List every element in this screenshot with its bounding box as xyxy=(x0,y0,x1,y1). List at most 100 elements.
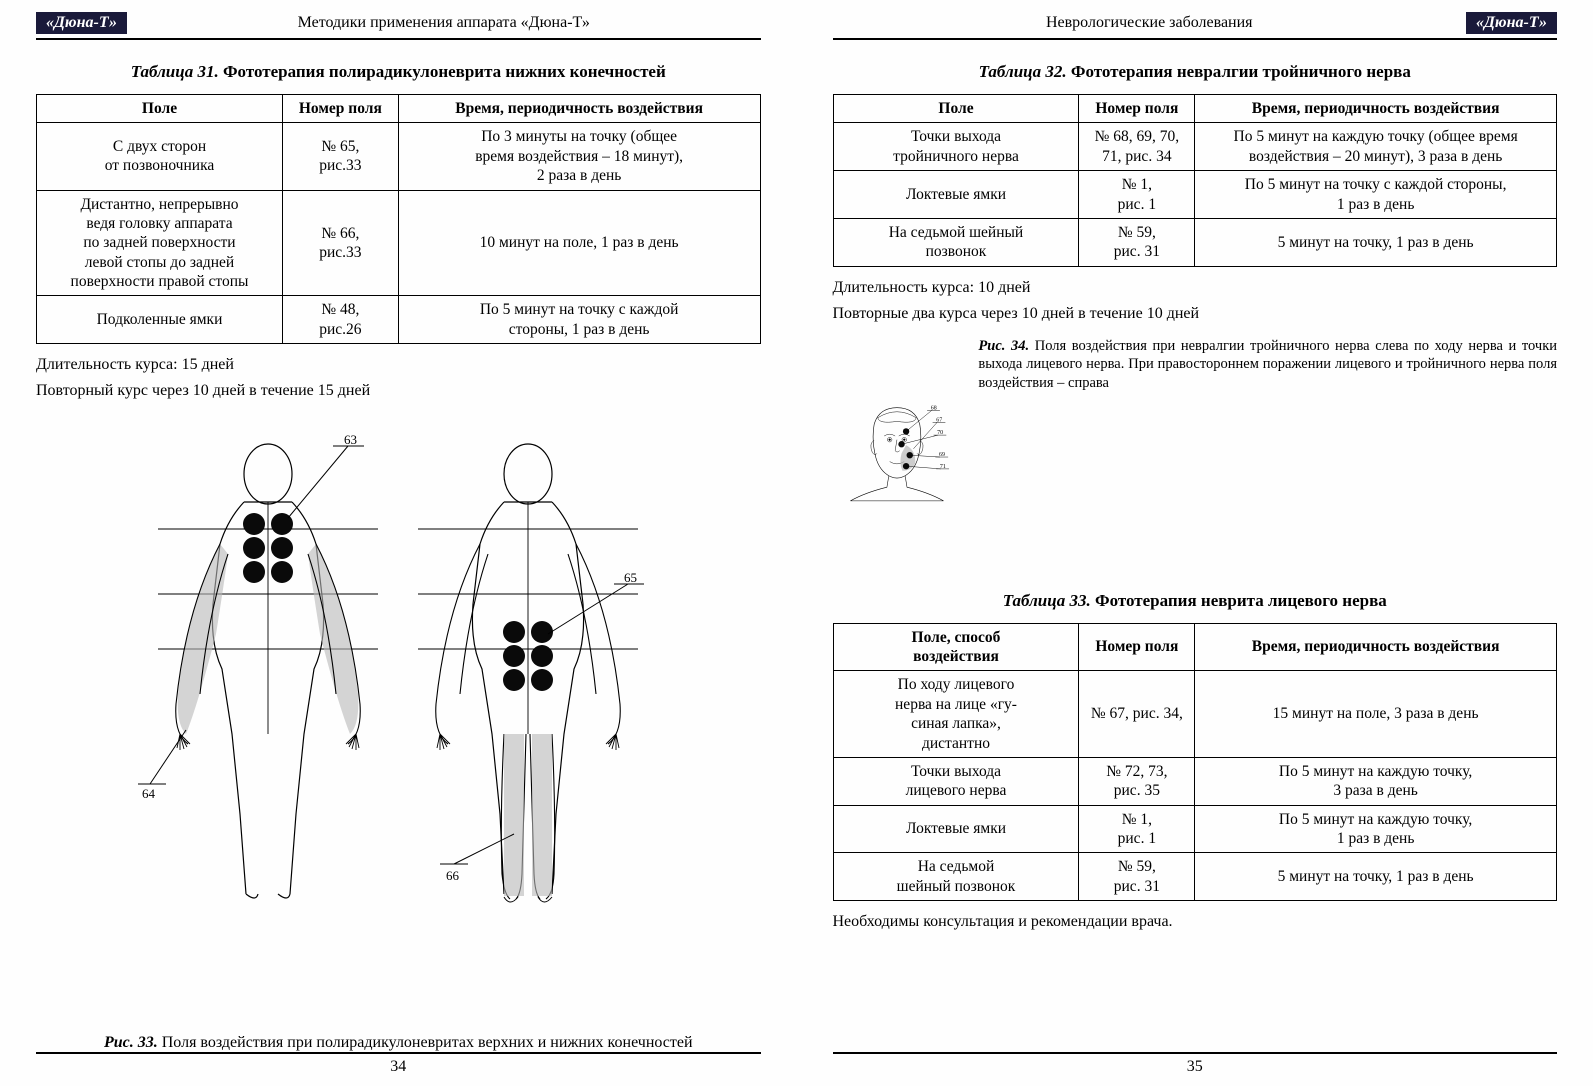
header-text-left: Методики применения аппарата «Дюна-Т» xyxy=(127,14,761,32)
cell: 5 минут на точку, 1 раз в день xyxy=(1195,218,1557,266)
page-footer-left: 34 xyxy=(36,1052,761,1076)
figure34-row: 68 67 70 69 71 Рис. 34. Поля воздействия… xyxy=(833,337,1558,567)
table-row: Поле Номер поля Время, периодичность воз… xyxy=(37,95,761,123)
th-field: Поле xyxy=(37,95,283,123)
table33: Поле, способвоздействия Номер поля Время… xyxy=(833,623,1558,902)
callout-63: 63 xyxy=(344,432,357,447)
note32-duration: Длительность курса: 10 дней xyxy=(833,279,1558,297)
th-num: Номер поля xyxy=(1079,623,1195,671)
cell: По ходу лицевогонерва на лице «гу-синая … xyxy=(833,671,1079,758)
th-num: Номер поля xyxy=(1079,95,1195,123)
callout-68: 68 xyxy=(930,405,936,411)
table33-title: Таблица 33. Фототерапия неврита лицевого… xyxy=(833,591,1558,611)
page-footer-right: 35 xyxy=(833,1052,1558,1076)
brand-tag: «Дюна-Т» xyxy=(1466,12,1557,34)
cell: 5 минут на точку, 1 раз в день xyxy=(1195,853,1557,901)
cell: С двух сторонот позвоночника xyxy=(37,123,283,190)
table31-body: С двух сторонот позвоночника № 65,рис.33… xyxy=(37,123,761,344)
callout-67: 67 xyxy=(936,417,942,423)
cell: № 1,рис. 1 xyxy=(1079,805,1195,853)
cell: № 1,рис. 1 xyxy=(1079,171,1195,219)
callout-65: 65 xyxy=(624,570,637,585)
th-field: Поле, способвоздействия xyxy=(833,623,1079,671)
th-num: Номер поля xyxy=(282,95,398,123)
table-row: Подколенные ямки № 48,рис.26 По 5 минут … xyxy=(37,296,761,344)
cell: № 72, 73,рис. 35 xyxy=(1079,757,1195,805)
cell: По 5 минут на точку с каждойстороны, 1 р… xyxy=(398,296,760,344)
table-row: Поле, способвоздействия Номер поля Время… xyxy=(833,623,1557,671)
figure34-svg: 68 67 70 69 71 xyxy=(833,337,961,567)
table-row: С двух сторонот позвоночника № 65,рис.33… xyxy=(37,123,761,190)
note33-footnote: Необходимы консультация и рекомендации в… xyxy=(833,913,1558,931)
table-row: На седьмой шейныйпозвонок № 59,рис. 31 5… xyxy=(833,218,1557,266)
cell: На седьмойшейный позвонок xyxy=(833,853,1079,901)
cell: № 67, рис. 34, xyxy=(1079,671,1195,758)
callout-64: 64 xyxy=(142,786,156,801)
cell: Подколенные ямки xyxy=(37,296,283,344)
table33-number: Таблица 33. xyxy=(1003,591,1091,610)
table-row: На седьмойшейный позвонок № 59,рис. 31 5… xyxy=(833,853,1557,901)
table-row: Поле Номер поля Время, периодичность воз… xyxy=(833,95,1557,123)
cell: Дистантно, непрерывноведя головку аппара… xyxy=(37,190,283,296)
fig34-caption: Рис. 34. Поля воздействия при невралгии … xyxy=(978,337,1557,394)
th-time: Время, периодичность воздействия xyxy=(398,95,760,123)
fig33-caption: Рис. 33. Поля воздействия при полирадику… xyxy=(36,1034,761,1052)
callout-66: 66 xyxy=(446,868,460,883)
table-row: Точки выходатройничного нерва № 68, 69, … xyxy=(833,123,1557,171)
table31: Поле Номер поля Время, периодичность воз… xyxy=(36,94,761,344)
fig33-text: Поля воздействия при полирадикулоневрита… xyxy=(162,1034,693,1051)
note-repeat: Повторный курс через 10 дней в течение 1… xyxy=(36,382,761,400)
callout-70: 70 xyxy=(937,430,943,436)
table33-body: По ходу лицевогонерва на лице «гу-синая … xyxy=(833,671,1557,901)
table32-title: Таблица 32. Фототерапия невралгии тройни… xyxy=(833,62,1558,82)
table32-body: Точки выходатройничного нерва № 68, 69, … xyxy=(833,123,1557,266)
page-number: 35 xyxy=(1187,1058,1203,1075)
figure33-area: 63 64 xyxy=(36,414,761,1028)
cell: № 59,рис. 31 xyxy=(1079,218,1195,266)
note-duration: Длительность курса: 15 дней xyxy=(36,356,761,374)
page-header-left: «Дюна-Т» Методики применения аппарата «Д… xyxy=(36,12,761,40)
table-row: Дистантно, непрерывноведя головку аппара… xyxy=(37,190,761,296)
table32-name: Фототерапия невралгии тройничного нерва xyxy=(1071,62,1411,81)
th-field: Поле xyxy=(833,95,1079,123)
cell: По 5 минут на точку с каждой стороны,1 р… xyxy=(1195,171,1557,219)
table32: Поле Номер поля Время, периодичность воз… xyxy=(833,94,1558,267)
table33-name: Фототерапия неврита лицевого нерва xyxy=(1095,591,1387,610)
cell: По 5 минут на каждую точку (общее времяв… xyxy=(1195,123,1557,171)
page-left: «Дюна-Т» Методики применения аппарата «Д… xyxy=(0,0,797,1086)
page-header-right: Неврологические заболевания «Дюна-Т» xyxy=(833,12,1558,40)
cell: Точки выходалицевого нерва xyxy=(833,757,1079,805)
cell: По 5 минут на каждую точку,1 раз в день xyxy=(1195,805,1557,853)
cell: Локтевые ямки xyxy=(833,171,1079,219)
th-time: Время, периодичность воздействия xyxy=(1195,623,1557,671)
page-number: 34 xyxy=(390,1058,406,1075)
callout-69: 69 xyxy=(938,452,944,458)
cell: № 59,рис. 31 xyxy=(1079,853,1195,901)
figure33-svg: 63 64 xyxy=(118,414,678,924)
cell: № 68, 69, 70,71, рис. 34 xyxy=(1079,123,1195,171)
cell: По 3 минуты на точку (общеевремя воздейс… xyxy=(398,123,760,190)
page-right: Неврологические заболевания «Дюна-Т» Таб… xyxy=(797,0,1593,1086)
table-row: Локтевые ямки № 1,рис. 1 По 5 минут на т… xyxy=(833,171,1557,219)
fig34-text: Поля воздействия при невралгии тройнично… xyxy=(978,338,1557,392)
fig34-number: Рис. 34. xyxy=(978,338,1029,354)
cell: № 65,рис.33 xyxy=(282,123,398,190)
brand-tag: «Дюна-Т» xyxy=(36,12,127,34)
book-spread: «Дюна-Т» Методики применения аппарата «Д… xyxy=(0,0,1593,1086)
table31-number: Таблица 31. xyxy=(131,62,219,81)
table-row: Локтевые ямки № 1,рис. 1 По 5 минут на к… xyxy=(833,805,1557,853)
note32-repeat: Повторные два курса через 10 дней в тече… xyxy=(833,305,1558,323)
table31-title: Таблица 31. Фототерапия полирадикулоневр… xyxy=(36,62,761,82)
fig33-number: Рис. 33. xyxy=(104,1034,158,1051)
cell: На седьмой шейныйпозвонок xyxy=(833,218,1079,266)
cell: Локтевые ямки xyxy=(833,805,1079,853)
cell: 10 минут на поле, 1 раз в день xyxy=(398,190,760,296)
table31-name: Фототерапия полирадикулоневрита нижних к… xyxy=(223,62,666,81)
table-row: Точки выходалицевого нерва № 72, 73,рис.… xyxy=(833,757,1557,805)
callout-71: 71 xyxy=(939,464,945,470)
th-time: Время, периодичность воздействия xyxy=(1195,95,1557,123)
cell: 15 минут на поле, 3 раза в день xyxy=(1195,671,1557,758)
cell: № 66,рис.33 xyxy=(282,190,398,296)
table32-number: Таблица 32. xyxy=(979,62,1067,81)
cell: Точки выходатройничного нерва xyxy=(833,123,1079,171)
